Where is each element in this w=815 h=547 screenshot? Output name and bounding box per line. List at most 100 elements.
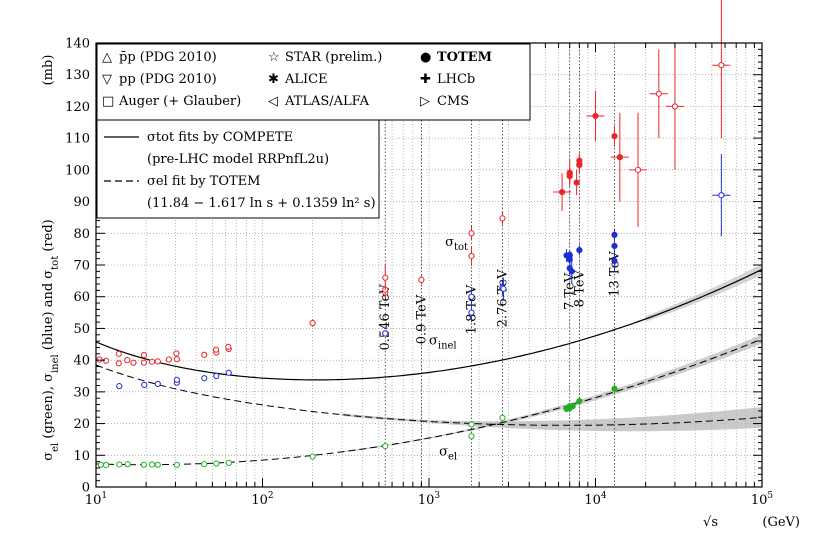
data-point bbox=[154, 461, 161, 468]
y-tick-label: 0 bbox=[82, 481, 90, 496]
data-point bbox=[468, 253, 475, 260]
data-point bbox=[225, 343, 232, 350]
data-point bbox=[634, 166, 642, 173]
legend-marker-symbol: ● bbox=[420, 50, 431, 65]
legend-line-title: σel fit by TOTEM bbox=[147, 174, 260, 189]
data-point bbox=[201, 375, 208, 382]
data-point bbox=[173, 376, 180, 383]
data-point bbox=[611, 133, 618, 140]
y-tick-label: 20 bbox=[73, 417, 90, 432]
y-tick-label: 130 bbox=[65, 68, 90, 83]
data-point bbox=[592, 112, 599, 120]
x-axis-label: √s bbox=[703, 515, 718, 530]
data-point bbox=[616, 154, 623, 161]
data-point bbox=[140, 359, 148, 366]
data-point bbox=[611, 257, 618, 264]
legend-marker-symbol: ▽ bbox=[102, 72, 112, 87]
data-point bbox=[103, 462, 110, 469]
y-tick-label: 70 bbox=[73, 259, 90, 274]
x-axis-symbol: √s bbox=[703, 515, 718, 530]
data-point bbox=[97, 461, 104, 468]
data-point bbox=[468, 421, 475, 428]
data-point bbox=[382, 274, 389, 281]
data-point bbox=[103, 357, 110, 364]
data-point bbox=[569, 403, 576, 410]
energy-label: 0.9 TeV bbox=[414, 294, 429, 344]
data-point bbox=[165, 356, 172, 363]
data-point bbox=[154, 358, 161, 365]
data-point bbox=[173, 461, 180, 468]
legend-marker-symbol: □ bbox=[102, 94, 114, 109]
data-point bbox=[611, 242, 618, 250]
data-point bbox=[611, 385, 618, 392]
y-tick-label: 100 bbox=[65, 163, 90, 178]
data-point bbox=[576, 246, 583, 254]
data-point bbox=[576, 397, 583, 405]
data-point bbox=[382, 442, 389, 450]
data-point bbox=[468, 433, 475, 440]
y-tick-label: 30 bbox=[73, 385, 90, 400]
data-point bbox=[173, 350, 180, 357]
legend-line-subtitle: (pre-LHC model RRPnfL2u) bbox=[147, 152, 329, 167]
data-point bbox=[309, 453, 316, 460]
series-label-tot: σtot bbox=[445, 235, 468, 253]
legend-marker-label: ALICE bbox=[284, 72, 328, 87]
legend-marker-symbol: △ bbox=[102, 50, 112, 65]
legend-markers-box bbox=[96, 43, 531, 121]
y-tick-label: 90 bbox=[73, 195, 90, 210]
legend-marker-label: CMS bbox=[437, 94, 469, 109]
legend-marker-symbol: ✚ bbox=[420, 72, 431, 87]
data-point bbox=[382, 330, 389, 337]
legend-marker-label: Auger (+ Glauber) bbox=[118, 94, 241, 109]
energy-label: 2.76 TeV bbox=[495, 269, 510, 327]
legend-marker-label: p̄p (PDG 2010) bbox=[119, 50, 217, 65]
legend-marker-label: pp (PDG 2010) bbox=[119, 72, 217, 87]
data-point bbox=[116, 461, 123, 468]
energy-label: 0.546 TeV bbox=[378, 284, 393, 351]
data-point bbox=[201, 351, 208, 358]
data-point bbox=[468, 309, 475, 316]
series-el bbox=[97, 383, 618, 469]
data-point bbox=[116, 383, 123, 390]
data-point bbox=[611, 231, 618, 238]
data-points bbox=[96, 0, 731, 469]
y-axis-label: σel (green), σinel (blue) and σtot (red) bbox=[41, 219, 61, 460]
data-point bbox=[468, 293, 475, 300]
x-tick-label: 105 bbox=[751, 491, 774, 508]
legend-line-title: σtot fits by COMPETE bbox=[147, 130, 293, 145]
uncertainty-band bbox=[341, 264, 762, 453]
legend-marker-symbol: ☆ bbox=[268, 50, 280, 65]
legend-line-subtitle: (11.84 − 1.617 ln s + 0.1359 ln² s) bbox=[147, 196, 376, 211]
energy-label: 13 TeV bbox=[607, 251, 622, 297]
data-point bbox=[671, 103, 679, 110]
y-tick-label: 140 bbox=[65, 37, 90, 52]
data-point bbox=[140, 461, 148, 468]
data-point bbox=[124, 357, 131, 364]
data-point bbox=[124, 461, 131, 468]
series-inel bbox=[116, 154, 731, 390]
legend-marker-label: TOTEM bbox=[437, 50, 492, 65]
data-point bbox=[225, 369, 232, 376]
x-tick-label: 102 bbox=[251, 491, 273, 508]
data-point bbox=[140, 351, 148, 359]
data-point bbox=[115, 360, 122, 367]
svg-text:σel (green), σinel (blue) and: σel (green), σinel (blue) and σtot (red) bbox=[41, 219, 61, 460]
series-label-inel: σinel bbox=[429, 333, 457, 351]
legend-lines-box bbox=[96, 119, 380, 219]
x-axis-unit: (GeV) bbox=[762, 515, 800, 530]
data-point bbox=[309, 319, 316, 327]
y-tick-label: 10 bbox=[73, 449, 90, 464]
data-point bbox=[213, 372, 220, 380]
legend-marker-symbol: ✱ bbox=[268, 72, 279, 87]
legend: △ p̄p (PDG 2010) ▽ pp (PDG 2010) □ Auger (+ G… bbox=[96, 43, 531, 219]
y-axis-unit: (mb) bbox=[41, 55, 56, 86]
inel-fit-curve bbox=[95, 364, 763, 426]
x-tick-label: 104 bbox=[584, 491, 607, 508]
y-tick-label: 50 bbox=[73, 322, 90, 337]
energy-label: 8 TeV bbox=[572, 269, 587, 307]
data-point bbox=[499, 215, 506, 222]
energy-label: 7 TeV bbox=[563, 272, 578, 310]
x-tick-label: 101 bbox=[85, 491, 107, 508]
legend-marker-label: STAR (prelim.) bbox=[285, 50, 382, 65]
